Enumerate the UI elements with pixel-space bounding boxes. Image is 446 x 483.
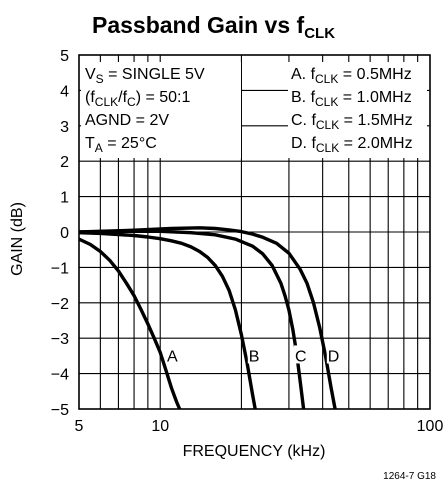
legend-entry-a: A. fCLK = 0.5MHz [291,66,412,86]
curve-a [78,237,182,410]
legend-background [288,62,427,158]
y-tick-label: −5 [51,402,69,419]
x-tick-label: 10 [151,418,169,435]
figure-number: 1264-7 G18 [383,471,436,482]
curve-c [78,229,306,410]
condition-line: TA = 25°C [85,135,157,155]
curve-label-a: A [167,348,178,365]
curve-labels: A B C D [166,345,340,365]
x-axis-label: FREQUENCY (kHz) [183,443,326,460]
condition-line: AGND = 2V [85,112,169,129]
conditions-background [81,62,241,158]
legend-entry-b: B. fCLK = 1.0MHz [291,89,412,109]
chart-title: Passband Gain vs fCLK [92,12,335,42]
y-axis-label: GAIN (dB) [9,202,26,276]
gain-curves [78,226,337,410]
curve-label-bg [166,345,180,364]
curve-d [78,226,337,410]
y-tick-label: 5 [60,48,69,65]
chart-title-subscript: CLK [304,25,335,42]
y-tick-label: 2 [60,154,69,171]
legend-box: A. fCLK = 0.5MHz B. fCLK = 1.0MHz C. fCLK … [288,62,427,158]
curve-label-bg [294,345,308,364]
curve-label-d: D [328,348,340,365]
y-tick-label: 3 [60,119,69,136]
y-tick-label: −2 [51,296,69,313]
curve-label-bg [247,345,261,364]
y-tick-label: −1 [51,260,69,277]
curve-label-b: B [249,348,260,365]
curve-b [78,231,257,410]
y-tick-label: 4 [60,83,69,100]
y-tick-label: 0 [60,225,69,242]
y-tick-label: −3 [51,331,69,348]
y-tick-label: 1 [60,190,69,207]
condition-line: (fCLK/fC) = 50:1 [85,89,190,109]
y-tick-label: −4 [51,367,69,384]
curve-label-c: C [295,348,307,365]
chart-title-main: Passband Gain vs f [92,12,305,38]
conditions-box: VS = SINGLE 5V (fCLK/fC) = 50:1 AGND = 2V T… [81,62,241,158]
x-tick-label: 5 [75,418,84,435]
legend-entry-c: C. fCLK = 1.5MHz [291,112,413,132]
condition-line: VS = SINGLE 5V [85,66,205,86]
curve-label-bg [326,345,340,364]
x-tick-label: 100 [417,418,444,435]
legend-entry-d: D. fCLK = 2.0MHz [291,135,413,155]
